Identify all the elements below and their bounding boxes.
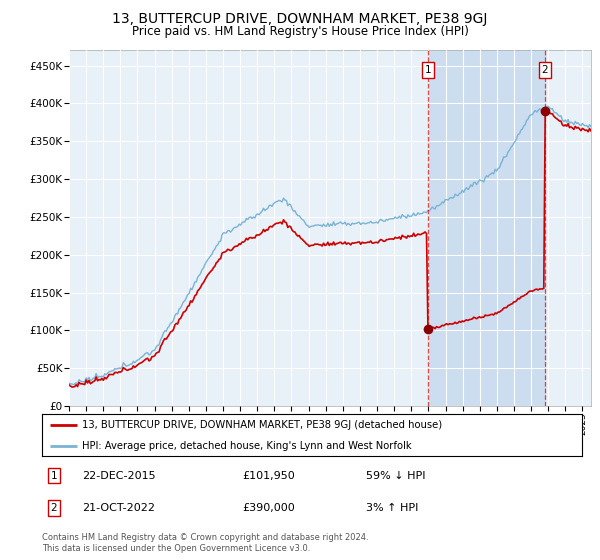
Text: 13, BUTTERCUP DRIVE, DOWNHAM MARKET, PE38 9GJ (detached house): 13, BUTTERCUP DRIVE, DOWNHAM MARKET, PE3…: [83, 420, 443, 430]
Text: 59% ↓ HPI: 59% ↓ HPI: [366, 470, 425, 480]
Text: 1: 1: [425, 64, 431, 74]
Text: £390,000: £390,000: [242, 503, 295, 513]
Text: 2: 2: [50, 503, 57, 513]
Text: Price paid vs. HM Land Registry's House Price Index (HPI): Price paid vs. HM Land Registry's House …: [131, 25, 469, 38]
Text: 3% ↑ HPI: 3% ↑ HPI: [366, 503, 418, 513]
Text: 13, BUTTERCUP DRIVE, DOWNHAM MARKET, PE38 9GJ: 13, BUTTERCUP DRIVE, DOWNHAM MARKET, PE3…: [112, 12, 488, 26]
Text: HPI: Average price, detached house, King's Lynn and West Norfolk: HPI: Average price, detached house, King…: [83, 441, 412, 451]
Text: 2: 2: [541, 64, 548, 74]
Text: £101,950: £101,950: [242, 470, 295, 480]
Text: 22-DEC-2015: 22-DEC-2015: [83, 470, 156, 480]
Text: 1: 1: [50, 470, 57, 480]
Text: 21-OCT-2022: 21-OCT-2022: [83, 503, 155, 513]
Bar: [428, 50, 545, 406]
Text: Contains HM Land Registry data © Crown copyright and database right 2024.
This d: Contains HM Land Registry data © Crown c…: [42, 533, 368, 553]
